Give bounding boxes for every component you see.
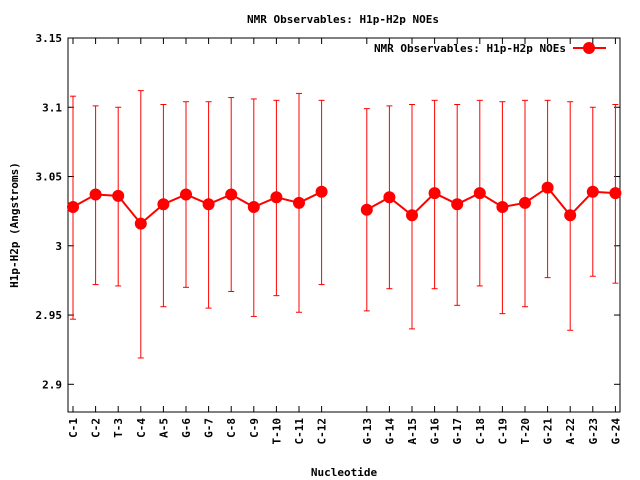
x-tick-label: G-14 [383, 418, 396, 445]
y-tick-label: 3.1 [42, 101, 62, 114]
x-tick-label: G-17 [451, 418, 464, 445]
data-point [134, 217, 147, 230]
data-point [586, 185, 599, 198]
y-tick-label: 2.9 [42, 378, 62, 391]
data-point [180, 188, 192, 201]
data-point [225, 188, 238, 201]
data-point [406, 209, 418, 222]
legend-marker [583, 42, 595, 54]
data-point [89, 188, 102, 201]
x-tick-label: C-1 [67, 418, 80, 438]
data-point [293, 196, 305, 209]
y-tick-label: 2.95 [36, 309, 63, 322]
x-tick-label: C-8 [225, 418, 238, 438]
x-tick-label: A-5 [157, 418, 170, 438]
plot-border [67, 37, 621, 413]
x-tick-label: G-13 [361, 418, 374, 445]
data-point [112, 189, 125, 202]
x-tick-label: G-7 [203, 418, 216, 438]
data-point [202, 198, 215, 211]
data-point [247, 200, 260, 213]
data-point [473, 187, 486, 200]
x-tick-label: C-4 [135, 418, 148, 438]
x-tick-label: G-6 [180, 418, 193, 438]
data-point [496, 200, 509, 213]
x-tick-label: G-21 [542, 418, 555, 445]
data-point [541, 181, 554, 194]
y-tick-label: 3 [55, 240, 62, 253]
x-tick-label: C-9 [248, 418, 261, 438]
data-point [609, 187, 622, 200]
x-tick-label: T-10 [270, 418, 283, 445]
data-point [519, 196, 531, 209]
series-line-segment-2 [366, 186, 616, 217]
x-tick-label: C-2 [90, 418, 103, 438]
series-lines [72, 186, 616, 226]
x-axis: C-1 C-2 T-3 C-4 A-5 G-6 G-7 C-8 C-9 T-10 C-11 C-12 G… [67, 38, 622, 445]
y-axis-label: H1p-H2p (Angstroms) [8, 162, 21, 288]
error-bars [70, 90, 619, 359]
data-point [270, 191, 283, 204]
data-point [451, 198, 464, 211]
data-point [428, 187, 441, 200]
legend-label: NMR Observables: H1p-H2p NOEs [374, 42, 566, 55]
x-tick-label: A-22 [564, 418, 577, 445]
x-tick-label: C-11 [293, 418, 306, 445]
plot-frame [67, 37, 621, 413]
data-point [360, 203, 373, 216]
x-tick-label: G-16 [429, 418, 442, 445]
x-tick-label: G-23 [587, 418, 600, 445]
x-tick-label: T-20 [519, 418, 532, 445]
data-point [157, 198, 170, 211]
data-point [564, 209, 577, 222]
data-point [67, 200, 79, 213]
series-points [67, 181, 622, 230]
data-point [315, 185, 328, 198]
x-tick-label: T-3 [112, 418, 125, 438]
legend: NMR Observables: H1p-H2p NOEs [374, 42, 606, 55]
y-tick-label: 3.05 [36, 171, 63, 184]
x-tick-label: C-19 [496, 418, 509, 445]
x-tick-label: C-12 [316, 418, 329, 445]
chart-title: NMR Observables: H1p-H2p NOEs [247, 13, 439, 26]
y-axis: 2.9 2.95 3 3.05 3.1 3.15 [36, 32, 620, 391]
y-tick-label: 3.15 [36, 32, 63, 45]
x-tick-label: G-24 [609, 418, 622, 445]
x-axis-label: Nucleotide [311, 466, 378, 479]
x-tick-label: A-15 [406, 418, 419, 445]
series-line-segment-1 [72, 190, 323, 226]
x-tick-label: C-18 [474, 418, 487, 445]
data-point [383, 191, 396, 204]
